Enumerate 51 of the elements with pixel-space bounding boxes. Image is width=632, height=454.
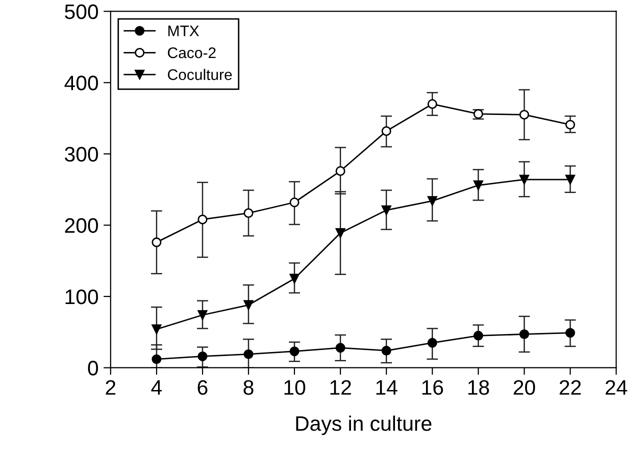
point <box>290 346 300 356</box>
point <box>382 126 392 136</box>
point <box>565 120 576 130</box>
x-tick-label: 18 <box>468 380 489 395</box>
point <box>427 338 438 348</box>
point <box>427 196 438 206</box>
y-tick-label: 300 <box>64 146 98 162</box>
point <box>244 208 254 218</box>
x-tick-label: 10 <box>284 380 306 395</box>
x-tick-label: 20 <box>514 380 536 395</box>
x-tick-label: 8 <box>244 380 254 395</box>
point <box>382 346 392 356</box>
point <box>473 180 484 190</box>
x-tick-label: 16 <box>422 380 444 395</box>
point <box>244 300 254 310</box>
x-tick-label: 4 <box>151 380 162 395</box>
x-axis-title: Days in culture <box>296 416 432 436</box>
point <box>290 274 300 284</box>
point <box>519 329 530 340</box>
point <box>336 166 346 176</box>
legend-label: Coculture <box>168 68 232 80</box>
point <box>336 228 346 238</box>
point <box>382 205 392 216</box>
point <box>565 328 576 338</box>
point <box>427 99 438 109</box>
point <box>244 349 254 360</box>
y-tick-label: 0 <box>88 360 98 376</box>
y-tick-label: 400 <box>64 76 98 90</box>
point <box>152 354 162 364</box>
x-tick-label: 12 <box>330 380 351 395</box>
x-tick-label: 24 <box>606 380 628 395</box>
x-tick-label: 22 <box>560 380 581 395</box>
x-tick-label: 14 <box>376 380 398 395</box>
point <box>519 174 530 184</box>
point <box>290 198 300 208</box>
y-tick-label: 100 <box>66 289 98 304</box>
legend-label: Caco-2 <box>168 47 216 58</box>
point <box>565 174 576 184</box>
point <box>519 110 530 120</box>
point <box>198 214 208 224</box>
x-tick-label: 6 <box>198 380 208 395</box>
point <box>152 324 162 334</box>
point <box>336 342 346 353</box>
x-tick-label: 2 <box>106 380 116 395</box>
legend-label: MTX <box>168 26 200 36</box>
point <box>198 351 208 362</box>
point <box>152 237 162 248</box>
point <box>198 310 208 320</box>
y-tick-label: 500 <box>64 4 98 20</box>
y-tick-label: 200 <box>65 218 98 233</box>
point <box>473 330 484 341</box>
